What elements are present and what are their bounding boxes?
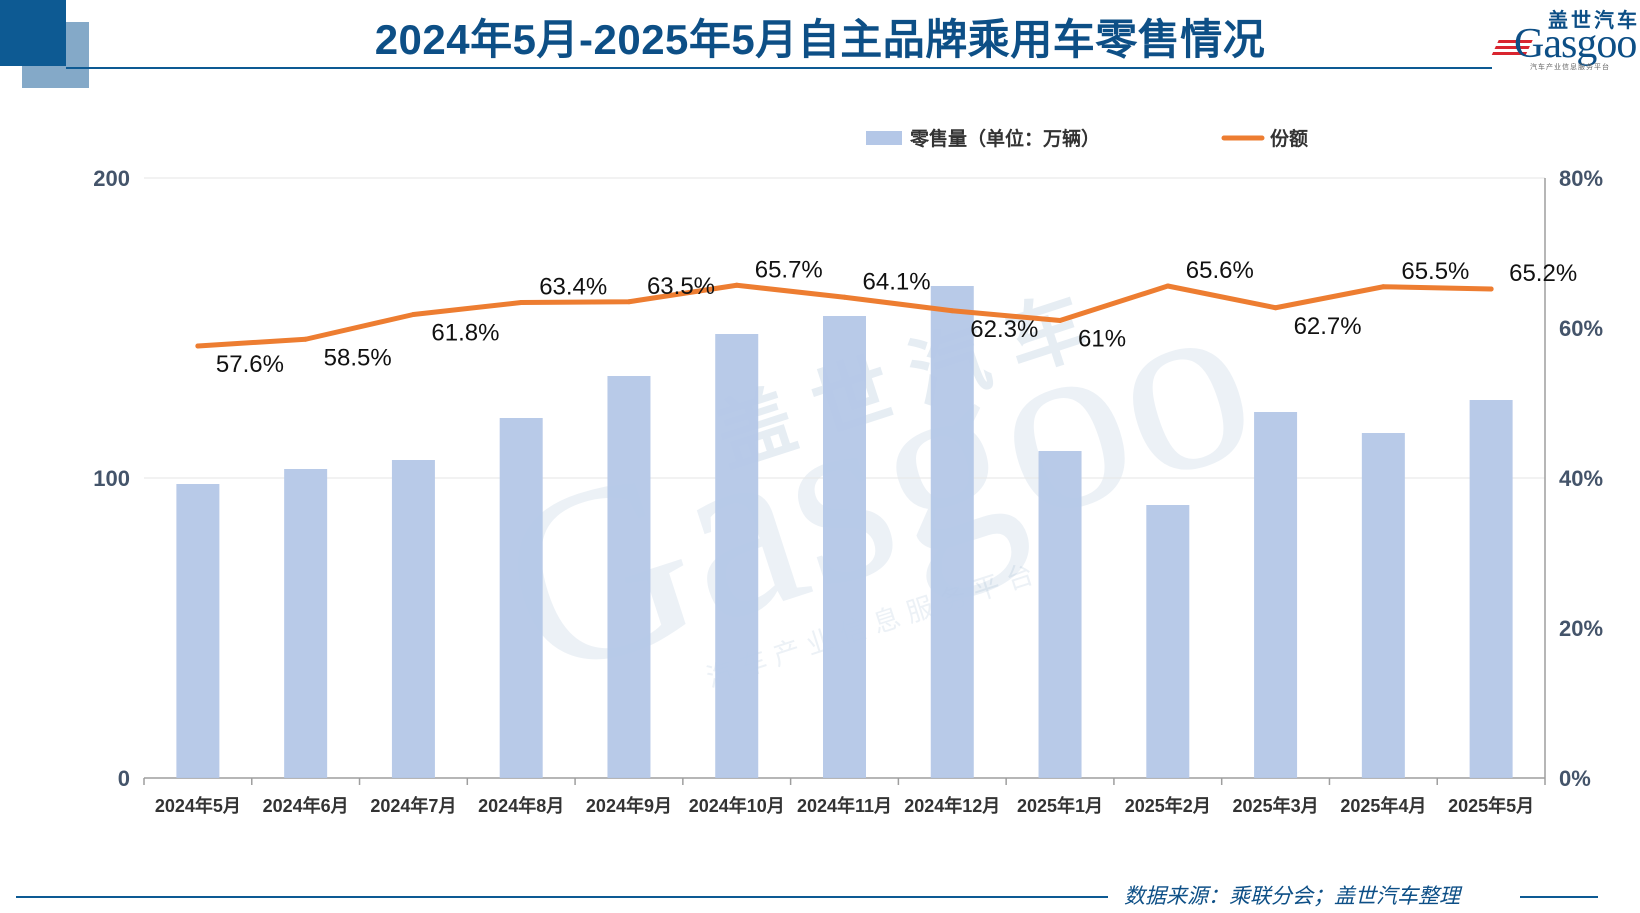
bar — [391, 460, 435, 778]
y-right-tick-label: 0% — [1559, 766, 1591, 791]
x-tick-label: 2024年9月 — [586, 795, 672, 816]
legend-label-bar: 零售量（单位：万辆） — [909, 127, 1100, 150]
bar — [176, 484, 220, 778]
share-data-label: 65.7% — [755, 256, 823, 283]
x-tick-label: 2024年11月 — [797, 795, 892, 816]
share-data-label: 65.5% — [1401, 258, 1469, 285]
x-tick-label: 2025年1月 — [1017, 795, 1103, 816]
share-data-label: 62.7% — [1294, 313, 1362, 340]
source-note: 数据来源：乘联分会；盖世汽车整理 — [1124, 885, 1460, 908]
x-tick-label: 2025年4月 — [1340, 795, 1426, 816]
bar — [715, 334, 759, 778]
footer-divider-right — [1520, 896, 1598, 898]
x-tick-label: 2024年10月 — [689, 795, 785, 816]
bar — [1146, 505, 1190, 778]
bar — [1254, 412, 1298, 778]
share-data-label: 58.5% — [324, 344, 392, 371]
legend-swatch-bar — [866, 131, 902, 145]
share-data-label: 63.4% — [539, 274, 607, 301]
bar — [499, 418, 543, 778]
share-data-label: 65.6% — [1186, 257, 1254, 284]
title-divider — [66, 67, 1492, 69]
share-data-label: 62.3% — [970, 316, 1038, 343]
share-point — [195, 343, 201, 349]
y-right-tick-label: 60% — [1559, 316, 1603, 341]
share-point — [949, 308, 955, 314]
x-tick-label: 2025年3月 — [1233, 795, 1319, 816]
y-right-tick-label: 40% — [1559, 466, 1603, 491]
header-decor-dark — [0, 0, 66, 66]
share-data-label: 57.6% — [216, 351, 284, 378]
bar — [284, 469, 328, 778]
share-point — [1057, 318, 1063, 323]
share-point — [1273, 305, 1279, 311]
share-data-label: 64.1% — [863, 268, 931, 295]
y-left-tick-label: 200 — [93, 166, 130, 191]
share-point — [626, 299, 632, 305]
share-point — [1165, 283, 1171, 289]
y-right-tick-label: 20% — [1559, 616, 1603, 641]
x-tick-label: 2024年12月 — [904, 795, 1000, 816]
x-tick-label: 2025年2月 — [1125, 795, 1211, 816]
footer-divider-left — [16, 896, 1108, 898]
x-tick-label: 2025年5月 — [1448, 795, 1534, 816]
y-left-tick-label: 100 — [93, 466, 130, 491]
share-point — [303, 336, 309, 342]
bar — [607, 376, 651, 778]
legend-label-line: 份额 — [1270, 127, 1308, 150]
bar — [1361, 433, 1405, 778]
share-point — [842, 294, 847, 300]
share-data-label: 63.5% — [647, 273, 715, 300]
share-point — [734, 282, 740, 288]
x-tick-label: 2024年8月 — [478, 795, 564, 816]
x-tick-label: 2024年5月 — [155, 795, 241, 816]
bar — [823, 316, 866, 778]
x-tick-label: 2024年6月 — [263, 795, 349, 816]
share-point — [1488, 286, 1494, 292]
page-title: 2024年5月-2025年5月自主品牌乘用车零售情况 — [374, 16, 1266, 63]
share-data-label: 61% — [1078, 326, 1126, 353]
y-left-tick-label: 0 — [118, 766, 130, 791]
y-right-tick-label: 80% — [1559, 166, 1603, 191]
x-tick-label: 2024年7月 — [370, 795, 456, 816]
share-point — [410, 312, 416, 317]
bar — [1469, 400, 1513, 778]
logo-cn-text: 盖世汽车 — [1548, 10, 1640, 32]
share-data-label: 61.8% — [431, 320, 499, 347]
bar — [1038, 451, 1082, 778]
share-data-label: 65.2% — [1509, 260, 1577, 287]
share-point — [1380, 284, 1386, 290]
logo-sub-text: 汽车产业信息服务平台 — [1530, 64, 1610, 71]
bar — [930, 286, 974, 778]
share-point — [518, 300, 524, 305]
logo-en-text: Gasgoo — [1514, 21, 1637, 67]
